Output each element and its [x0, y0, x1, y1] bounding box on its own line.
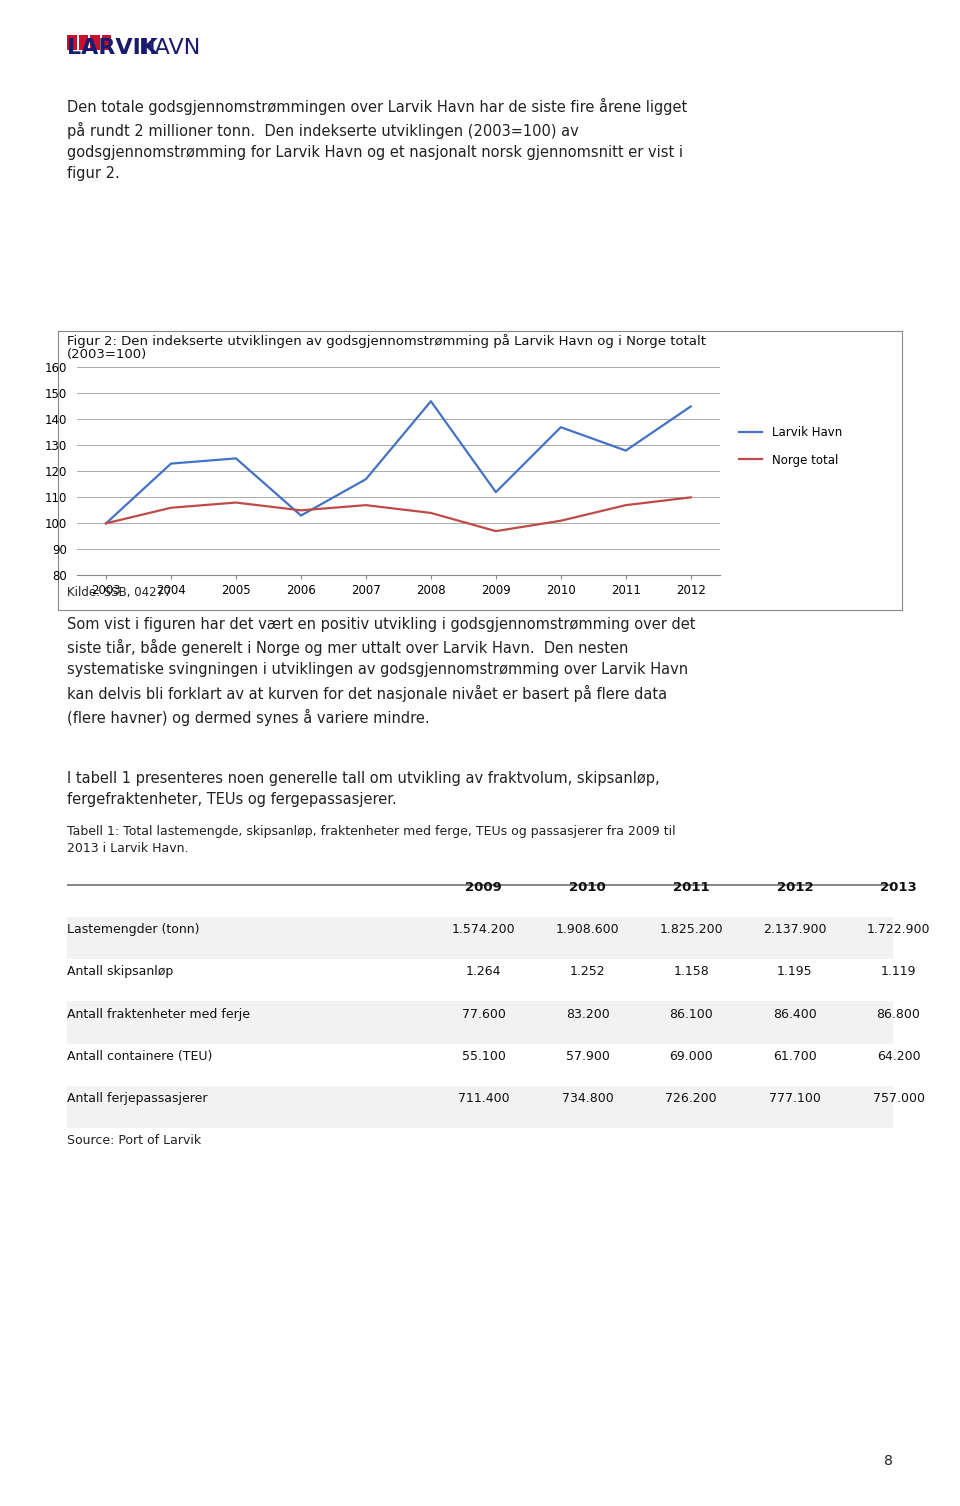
Text: 777.100: 777.100	[769, 1092, 821, 1105]
Legend: Larvik Havn, Norge total: Larvik Havn, Norge total	[739, 426, 842, 467]
Text: (2003=100): (2003=100)	[67, 348, 148, 361]
Text: 61.700: 61.700	[773, 1050, 817, 1063]
Text: Den totale godsgjennomstrømmingen over Larvik Havn har de siste fire årene ligge: Den totale godsgjennomstrømmingen over L…	[67, 98, 687, 181]
Text: 726.200: 726.200	[665, 1092, 717, 1105]
Text: 1.574.200: 1.574.200	[452, 923, 516, 937]
Text: Figur 2: Den indekserte utviklingen av godsgjennomstrømming på Larvik Havn og i : Figur 2: Den indekserte utviklingen av g…	[67, 334, 707, 348]
Text: 2012: 2012	[777, 881, 813, 895]
Text: 2.137.900: 2.137.900	[763, 923, 827, 937]
Text: 2009: 2009	[466, 881, 502, 895]
Text: 86.400: 86.400	[773, 1008, 817, 1021]
Text: 757.000: 757.000	[873, 1092, 924, 1105]
Text: 1.119: 1.119	[881, 965, 916, 979]
Text: LARVIK: LARVIK	[67, 38, 158, 57]
Text: 1.195: 1.195	[777, 965, 813, 979]
Text: 1.908.600: 1.908.600	[556, 923, 619, 937]
Text: 64.200: 64.200	[876, 1050, 921, 1063]
Text: 2011: 2011	[673, 881, 709, 895]
Text: HAVN: HAVN	[139, 38, 202, 57]
Text: 77.600: 77.600	[462, 1008, 506, 1021]
Text: 1.825.200: 1.825.200	[660, 923, 723, 937]
Text: Lastemengder (tonn): Lastemengder (tonn)	[67, 923, 200, 937]
Text: 711.400: 711.400	[458, 1092, 510, 1105]
Text: 1.722.900: 1.722.900	[867, 923, 930, 937]
Text: 2013: 2013	[880, 881, 917, 895]
Text: Antall skipsanløp: Antall skipsanløp	[67, 965, 174, 979]
Text: Antall fraktenheter med ferje: Antall fraktenheter med ferje	[67, 1008, 251, 1021]
Text: 8: 8	[884, 1455, 893, 1468]
Text: Tabell 1: Total lastemengde, skipsanløp, fraktenheter med ferge, TEUs og passasj: Tabell 1: Total lastemengde, skipsanløp,…	[67, 825, 676, 855]
Text: Kilde: SSB, 04277: Kilde: SSB, 04277	[67, 586, 172, 599]
Text: Som vist i figuren har det vært en positiv utvikling i godsgjennomstrømming over: Som vist i figuren har det vært en posit…	[67, 617, 696, 726]
Text: Antall containere (TEU): Antall containere (TEU)	[67, 1050, 212, 1063]
Text: 69.000: 69.000	[669, 1050, 713, 1063]
Text: 2010: 2010	[569, 881, 606, 895]
Text: 86.100: 86.100	[669, 1008, 713, 1021]
Text: 83.200: 83.200	[565, 1008, 610, 1021]
Text: 1.158: 1.158	[673, 965, 709, 979]
Text: Antall ferjepassasjerer: Antall ferjepassasjerer	[67, 1092, 207, 1105]
Text: 55.100: 55.100	[462, 1050, 506, 1063]
Text: 1.264: 1.264	[467, 965, 501, 979]
Text: 734.800: 734.800	[562, 1092, 613, 1105]
Text: Source: Port of Larvik: Source: Port of Larvik	[67, 1134, 202, 1148]
Text: 86.800: 86.800	[876, 1008, 921, 1021]
Text: 57.900: 57.900	[565, 1050, 610, 1063]
Text: I tabell 1 presenteres noen generelle tall om utvikling av fraktvolum, skipsanlø: I tabell 1 presenteres noen generelle ta…	[67, 771, 660, 807]
Text: 1.252: 1.252	[569, 965, 606, 979]
